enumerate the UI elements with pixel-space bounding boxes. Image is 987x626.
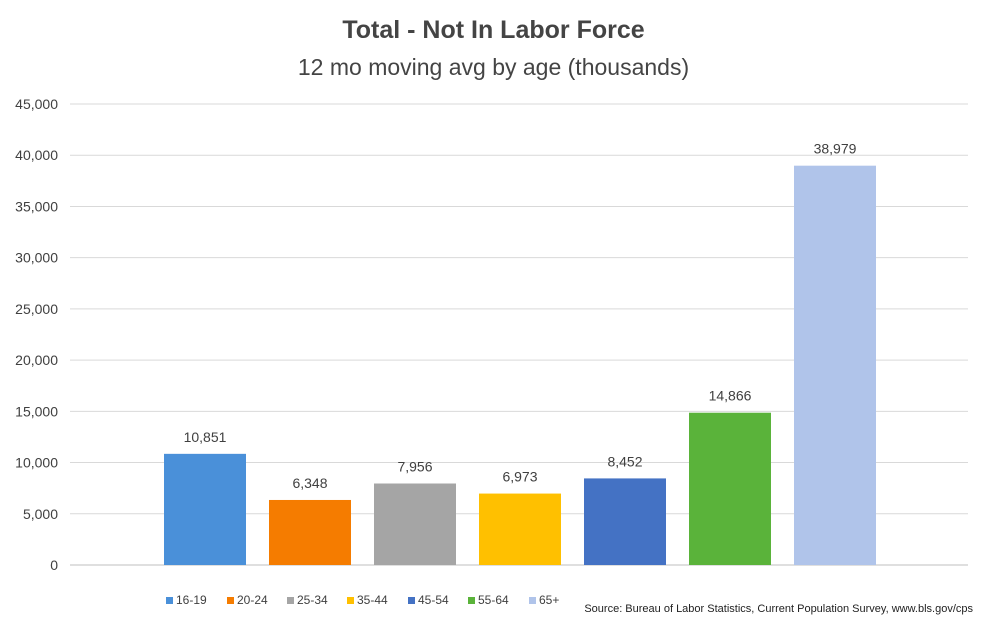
bar <box>794 165 876 565</box>
legend-swatch <box>287 597 294 604</box>
bar <box>584 478 666 565</box>
bar <box>269 499 351 565</box>
legend-swatch <box>227 597 234 604</box>
data-label: 7,956 <box>397 458 432 474</box>
y-tick-label: 45,000 <box>15 96 58 112</box>
legend-swatch <box>408 597 415 604</box>
bar <box>164 453 246 565</box>
y-tick-label: 0 <box>50 557 58 573</box>
y-tick-label: 10,000 <box>15 455 58 471</box>
legend-label: 65+ <box>539 593 559 607</box>
legend-label: 55-64 <box>478 593 509 607</box>
legend-swatch <box>468 597 475 604</box>
legend-label: 45-54 <box>418 593 449 607</box>
legend-swatch <box>347 597 354 604</box>
data-label: 38,979 <box>814 141 857 157</box>
bar <box>689 412 771 565</box>
y-tick-label: 40,000 <box>15 147 58 163</box>
y-tick-label: 5,000 <box>23 506 58 522</box>
y-tick-label: 30,000 <box>15 250 58 266</box>
y-tick-label: 25,000 <box>15 301 58 317</box>
data-label: 8,452 <box>607 453 642 469</box>
data-label: 14,866 <box>709 388 752 404</box>
data-label: 6,348 <box>292 475 327 491</box>
legend-label: 16-19 <box>176 593 207 607</box>
legend-swatch <box>166 597 173 604</box>
bar <box>374 483 456 565</box>
chart-subtitle: 12 mo moving avg by age (thousands) <box>297 54 690 80</box>
y-tick-label: 35,000 <box>15 198 58 214</box>
bar <box>479 493 561 565</box>
data-label: 6,973 <box>502 469 537 485</box>
data-label: 10,851 <box>184 429 227 445</box>
source-note: Source: Bureau of Labor Statistics, Curr… <box>584 603 973 615</box>
legend-label: 35-44 <box>357 593 388 607</box>
legend-label: 25-34 <box>297 593 328 607</box>
legend-swatch <box>529 597 536 604</box>
legend-label: 20-24 <box>237 593 268 607</box>
y-tick-label: 15,000 <box>15 403 58 419</box>
chart-title: Total - Not In Labor Force <box>342 16 645 44</box>
y-tick-label: 20,000 <box>15 352 58 368</box>
